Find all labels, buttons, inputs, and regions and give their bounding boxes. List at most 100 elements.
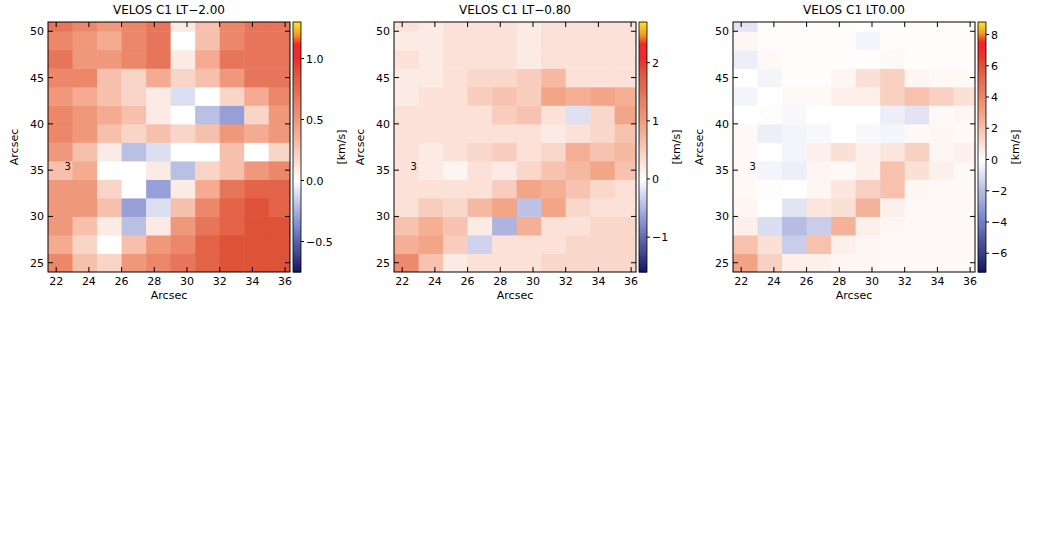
cell <box>244 124 269 143</box>
y-tick <box>48 77 53 78</box>
cell <box>590 124 615 143</box>
y-tick <box>733 170 738 171</box>
x-tick <box>773 267 774 272</box>
cell <box>146 235 171 254</box>
cell <box>48 68 73 87</box>
cell <box>394 124 419 143</box>
colorbar-tick-label: 2 <box>991 122 998 135</box>
cell <box>807 87 832 106</box>
y-tick <box>631 170 636 171</box>
cell <box>468 22 493 32</box>
cell <box>929 87 954 106</box>
panel-title: VELOS C1 LT−2.00 <box>113 3 225 17</box>
colorbar-tick-label: −2 <box>991 185 1007 198</box>
cell <box>733 68 758 87</box>
cell <box>541 142 566 161</box>
cell <box>856 198 881 217</box>
x-tick <box>434 267 435 272</box>
cell <box>122 31 147 50</box>
cell <box>468 124 493 143</box>
cell <box>97 31 122 50</box>
cell <box>97 87 122 106</box>
x-tick <box>252 267 253 272</box>
colorbar-swatch <box>978 22 986 25</box>
cell <box>244 68 269 87</box>
cell <box>758 22 783 32</box>
cell <box>541 87 566 106</box>
cell <box>220 22 245 32</box>
x-tick <box>970 22 971 27</box>
cell <box>733 31 758 50</box>
y-tick-label: 40 <box>376 118 390 131</box>
cell <box>590 50 615 69</box>
cell <box>954 31 975 50</box>
cell <box>566 235 591 254</box>
x-tick <box>467 267 468 272</box>
x-tick <box>88 22 89 27</box>
cell <box>880 124 905 143</box>
cell <box>220 198 245 217</box>
cell <box>905 22 930 32</box>
contour-label: 3 <box>749 161 755 172</box>
cell <box>269 31 290 50</box>
cell <box>244 105 269 124</box>
cell <box>566 161 591 180</box>
cell <box>615 68 636 87</box>
cell <box>122 22 147 32</box>
cell <box>220 68 245 87</box>
cell <box>782 22 807 32</box>
y-tick <box>631 77 636 78</box>
cell <box>419 124 444 143</box>
cell <box>615 50 636 69</box>
cell <box>517 216 542 235</box>
cell <box>97 105 122 124</box>
y-tick-label: 25 <box>30 257 44 270</box>
x-tick <box>56 22 57 27</box>
cell <box>566 50 591 69</box>
cell <box>541 31 566 50</box>
cell <box>394 235 419 254</box>
cell <box>468 105 493 124</box>
x-tick-label: 22 <box>395 275 409 288</box>
cell <box>244 216 269 235</box>
cell <box>590 161 615 180</box>
colorbar-frame <box>293 22 301 272</box>
x-tick-label: 22 <box>49 275 63 288</box>
cell <box>492 179 517 198</box>
y-tick <box>48 262 53 263</box>
cell <box>905 161 930 180</box>
cell <box>615 31 636 50</box>
cell <box>517 253 542 272</box>
cell <box>880 161 905 180</box>
y-axis-title: Arcsec <box>693 129 706 165</box>
cell <box>782 31 807 50</box>
y-axis-title: Arcsec <box>354 129 367 165</box>
cell <box>73 31 98 50</box>
cell <box>782 105 807 124</box>
y-tick <box>285 77 290 78</box>
y-tick <box>631 262 636 263</box>
plot-frame <box>733 22 975 272</box>
cell <box>171 216 196 235</box>
cell <box>758 87 783 106</box>
cell <box>171 124 196 143</box>
cell <box>269 50 290 69</box>
y-tick-label: 30 <box>376 210 390 223</box>
cell <box>171 22 196 32</box>
y-tick <box>970 170 975 171</box>
cell <box>419 161 444 180</box>
cell <box>48 105 73 124</box>
colorbar-tick-label: −1 <box>652 231 668 244</box>
cell <box>122 235 147 254</box>
cell <box>615 198 636 217</box>
cell <box>758 161 783 180</box>
colorbar-tick <box>986 190 989 191</box>
x-axis-title: Arcsec <box>151 289 187 302</box>
cell <box>807 22 832 32</box>
cell <box>615 253 636 272</box>
cell <box>443 235 468 254</box>
cell <box>905 31 930 50</box>
cell <box>615 179 636 198</box>
cell <box>443 179 468 198</box>
cell <box>122 253 147 272</box>
